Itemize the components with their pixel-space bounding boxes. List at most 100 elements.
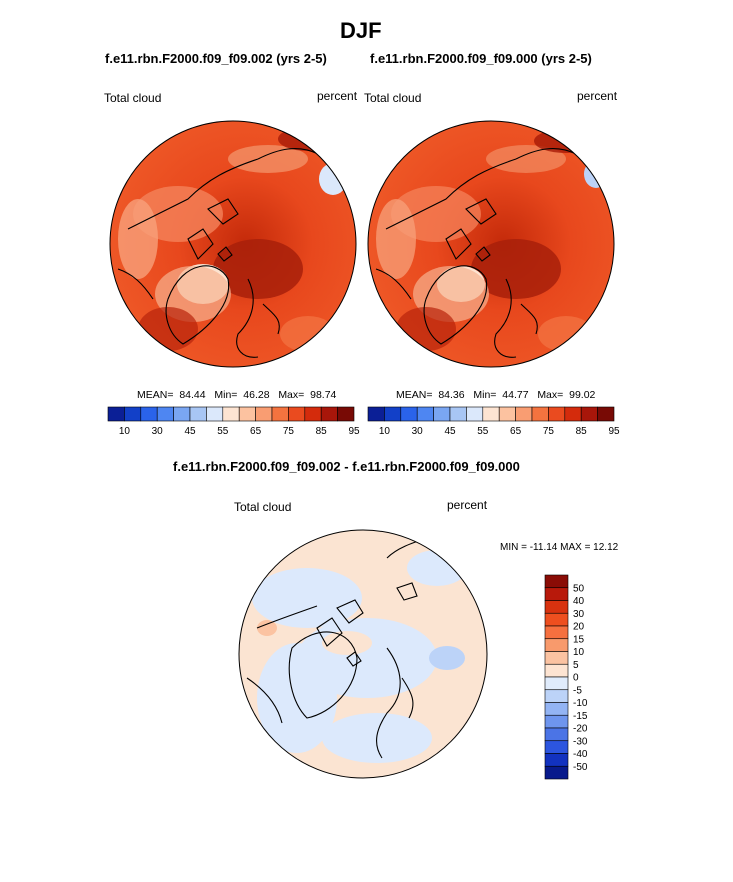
colorbar-tick-label: 75 bbox=[283, 426, 295, 437]
max-label: Max= bbox=[537, 389, 564, 401]
colorbar-swatch bbox=[304, 406, 322, 422]
mean-value: 84.36 bbox=[438, 389, 465, 401]
diff-polar-map bbox=[238, 529, 488, 779]
diff-colorbar-swatch bbox=[544, 638, 569, 652]
colorbar-swatch bbox=[449, 406, 467, 422]
diff-colorbar-swatch bbox=[544, 663, 569, 678]
colorbar-swatch bbox=[548, 406, 566, 422]
mean-label: MEAN= bbox=[396, 389, 433, 401]
colorbar-swatch bbox=[531, 406, 549, 422]
colorbar-tick-label: 30 bbox=[412, 426, 424, 437]
colorbar-swatch bbox=[564, 406, 582, 422]
diff-colorbar-label: -40 bbox=[573, 749, 588, 760]
colorbar-swatch bbox=[466, 406, 484, 422]
diff-colorbar-label: 5 bbox=[573, 660, 579, 671]
colorbar-swatch bbox=[580, 406, 598, 422]
colorbar-tick-label: 45 bbox=[184, 426, 196, 437]
diff-colorbar-label: 30 bbox=[573, 609, 585, 620]
mean-value: 84.44 bbox=[179, 389, 206, 401]
colorbar-swatch bbox=[433, 406, 451, 422]
colorbar-swatch bbox=[482, 406, 500, 422]
max-value: 99.02 bbox=[569, 389, 596, 401]
panel-1-polar-map bbox=[109, 120, 357, 368]
colorbar-swatch bbox=[367, 406, 385, 422]
diff-colorbar-swatch bbox=[544, 600, 569, 614]
diff-units-label: percent bbox=[447, 498, 488, 512]
panel-1-case-title: f.e11.rbn.F2000.f09_f09.002 (yrs 2-5) bbox=[105, 51, 327, 66]
panel-2-units-label: percent bbox=[577, 89, 618, 103]
diff-colorbar-swatch bbox=[544, 574, 569, 589]
colorbar-swatch bbox=[320, 406, 338, 422]
colorbar-tick-label: 10 bbox=[379, 426, 391, 437]
diff-minmax: MIN = -11.14 MAX = 12.12 bbox=[500, 542, 619, 553]
diff-colorbar-label: 10 bbox=[573, 647, 585, 658]
colorbar-swatch bbox=[416, 406, 434, 422]
diff-colorbar-label: 15 bbox=[573, 634, 585, 645]
colorbar-swatch bbox=[206, 406, 224, 422]
diff-colorbar-label: -30 bbox=[573, 736, 588, 747]
panel-1-variable-label: Total cloud bbox=[104, 91, 162, 105]
colorbar-tick-label: 30 bbox=[152, 426, 164, 437]
colorbar-tick-label: 85 bbox=[576, 426, 588, 437]
diff-colorbar-label: 50 bbox=[573, 583, 585, 594]
diff-colorbar-swatch bbox=[544, 714, 569, 729]
colorbar-swatch bbox=[597, 406, 615, 422]
panel-2-case-title: f.e11.rbn.F2000.f09_f09.000 (yrs 2-5) bbox=[370, 51, 592, 66]
colorbar-tick-label: 45 bbox=[444, 426, 456, 437]
diff-colorbar-swatch bbox=[544, 612, 569, 627]
diff-colorbar-label: -10 bbox=[573, 698, 588, 709]
colorbar-swatch bbox=[107, 406, 125, 422]
colorbar-swatch bbox=[337, 406, 355, 422]
colorbar-swatch bbox=[271, 406, 289, 422]
panel-1-units-label: percent bbox=[317, 89, 358, 103]
panel-2-stats: MEAN= 84.36 Min= 44.77 Max= 99.02 bbox=[396, 389, 595, 401]
diff-colorbar-swatch bbox=[544, 702, 569, 716]
max-label: Max= bbox=[278, 389, 305, 401]
diff-colorbar-label: -20 bbox=[573, 724, 588, 735]
max-value: 98.74 bbox=[310, 389, 337, 401]
colorbar-swatch bbox=[288, 406, 306, 422]
colorbar-swatch bbox=[189, 406, 207, 422]
diff-variable-label: Total cloud bbox=[234, 500, 292, 514]
colorbar-tick-label: 75 bbox=[543, 426, 555, 437]
mean-label: MEAN= bbox=[137, 389, 174, 401]
colorbar-swatch bbox=[222, 406, 240, 422]
colorbar-tick-label: 95 bbox=[348, 426, 360, 437]
colorbar-swatch bbox=[498, 406, 516, 422]
diff-colorbar-swatch bbox=[544, 651, 569, 665]
panel-2-polar-map bbox=[367, 120, 615, 368]
panel-1-stats: MEAN= 84.44 Min= 46.28 Max= 98.74 bbox=[137, 389, 336, 401]
colorbar-swatch bbox=[124, 406, 142, 422]
diff-colorbar-swatch bbox=[544, 727, 569, 742]
min-label: Min= bbox=[473, 389, 497, 401]
min-value: 44.77 bbox=[502, 389, 529, 401]
diff-colorbar-label: -5 bbox=[573, 685, 582, 696]
diff-colorbar-swatch bbox=[544, 625, 569, 640]
diff-colorbar-label: -50 bbox=[573, 762, 588, 773]
min-value: 46.28 bbox=[243, 389, 270, 401]
diff-title: f.e11.rbn.F2000.f09_f09.002 - f.e11.rbn.… bbox=[173, 459, 520, 474]
colorbar-tick-label: 10 bbox=[119, 426, 131, 437]
colorbar-tick-label: 65 bbox=[250, 426, 262, 437]
colorbar-swatch bbox=[384, 406, 402, 422]
colorbar-swatch bbox=[400, 406, 418, 422]
colorbar-swatch bbox=[238, 406, 256, 422]
panel-1-colorbar: 10 30 45 55 65 75 85 95 bbox=[107, 406, 360, 437]
diff-colorbar-swatch bbox=[544, 587, 569, 601]
panel-2-colorbar: 10 30 45 55 65 75 85 95 bbox=[367, 406, 620, 437]
colorbar-swatch bbox=[156, 406, 174, 422]
min-label: Min= bbox=[214, 389, 238, 401]
diff-colorbar-label: -15 bbox=[573, 711, 588, 722]
diff-colorbar-label: 40 bbox=[573, 596, 585, 607]
diff-colorbar-swatch bbox=[544, 753, 569, 767]
colorbar-tick-label: 95 bbox=[608, 426, 620, 437]
diff-colorbar-swatch bbox=[544, 689, 569, 703]
colorbar-tick-label: 55 bbox=[477, 426, 489, 437]
colorbar-swatch bbox=[515, 406, 533, 422]
panel-2-variable-label: Total cloud bbox=[364, 91, 422, 105]
diff-colorbar-swatch bbox=[544, 676, 569, 691]
colorbar-swatch bbox=[173, 406, 191, 422]
diff-colorbar-label: 20 bbox=[573, 622, 585, 633]
colorbar-tick-label: 85 bbox=[316, 426, 328, 437]
